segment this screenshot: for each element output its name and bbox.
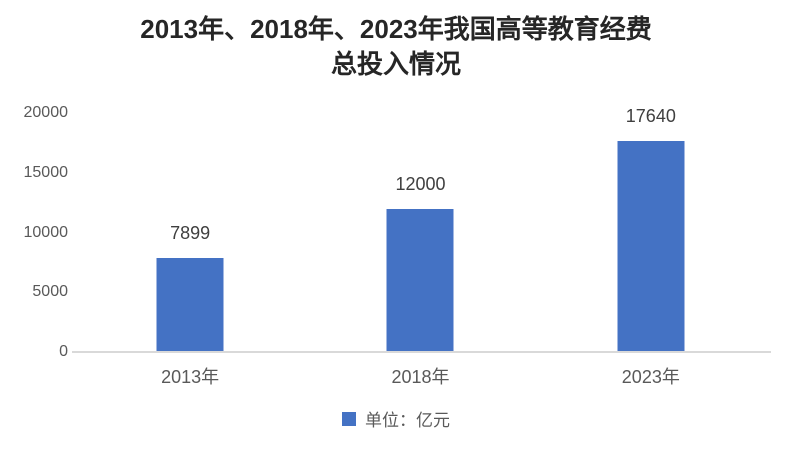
bar-value-label: 12000: [395, 174, 446, 194]
y-tick-label: 5000: [32, 283, 68, 301]
bar-slot: 7899 2013年: [75, 113, 305, 387]
x-axis-line: [72, 351, 771, 353]
x-category-label: 2023年: [621, 367, 680, 387]
y-tick-label: 10000: [23, 223, 69, 241]
legend: 单位：亿元: [0, 406, 792, 431]
bar-value-label: 7899: [170, 223, 211, 243]
bars-area: 7899 2013年 12000 2018年 17640 2023年: [75, 106, 766, 387]
bar-slot: 17640 2023年: [536, 106, 766, 387]
chart-title-line-2: 总投入情况: [330, 49, 461, 79]
bar: [386, 209, 454, 352]
legend-label: 单位：亿元: [365, 411, 450, 430]
x-category-label: 2013年: [161, 367, 220, 387]
bar-slot: 12000 2018年: [305, 113, 535, 387]
chart-title-line-1: 2013年、2018年、2023年我国高等教育经费: [140, 14, 652, 44]
bar: [617, 141, 685, 352]
bar: [156, 258, 224, 352]
legend-swatch: [342, 411, 356, 426]
bar-value-label: 17640: [625, 106, 676, 126]
chart-title: 2013年、2018年、2023年我国高等教育经费 总投入情况: [0, 12, 792, 82]
x-category-label: 2018年: [391, 367, 450, 387]
y-tick-label: 0: [59, 343, 68, 360]
y-tick-label: 20000: [23, 104, 69, 121]
y-tick-label: 15000: [23, 163, 69, 181]
